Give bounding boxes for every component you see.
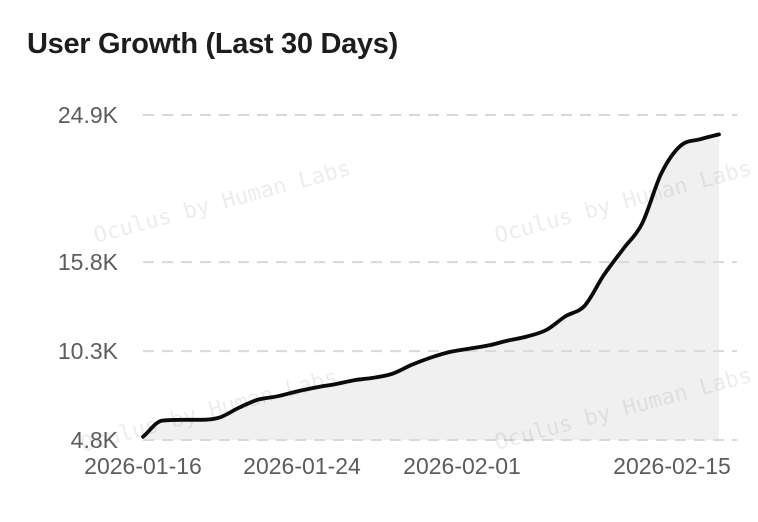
area-fill [143, 134, 719, 440]
y-axis-tick-label: 4.8K [70, 427, 118, 453]
trend-line [141, 132, 721, 439]
x-axis-tick-label: 2026-02-01 [403, 453, 521, 479]
y-axis-tick-label: 10.3K [57, 338, 118, 364]
x-axis-tick-label: 2026-02-15 [613, 453, 731, 479]
chart-title: User Growth (Last 30 Days) [27, 28, 398, 60]
y-axis-tick-label: 24.9K [57, 102, 118, 128]
watermark-text: Oculus by Human Labs [91, 156, 353, 249]
y-axis-tick-label: 15.8K [57, 249, 118, 275]
x-axis-tick-label: 2026-01-24 [243, 453, 361, 479]
x-axis-tick-label: 2026-01-16 [84, 453, 202, 479]
